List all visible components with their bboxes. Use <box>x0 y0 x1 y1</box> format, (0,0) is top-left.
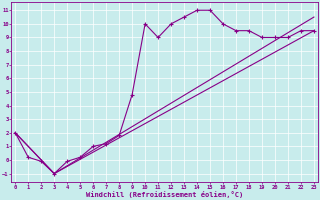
X-axis label: Windchill (Refroidissement éolien,°C): Windchill (Refroidissement éolien,°C) <box>86 191 243 198</box>
